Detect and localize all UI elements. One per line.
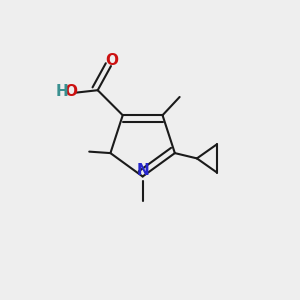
Text: O: O xyxy=(105,53,118,68)
Text: O: O xyxy=(65,84,78,99)
Text: N: N xyxy=(136,163,149,178)
Text: H: H xyxy=(56,84,68,99)
